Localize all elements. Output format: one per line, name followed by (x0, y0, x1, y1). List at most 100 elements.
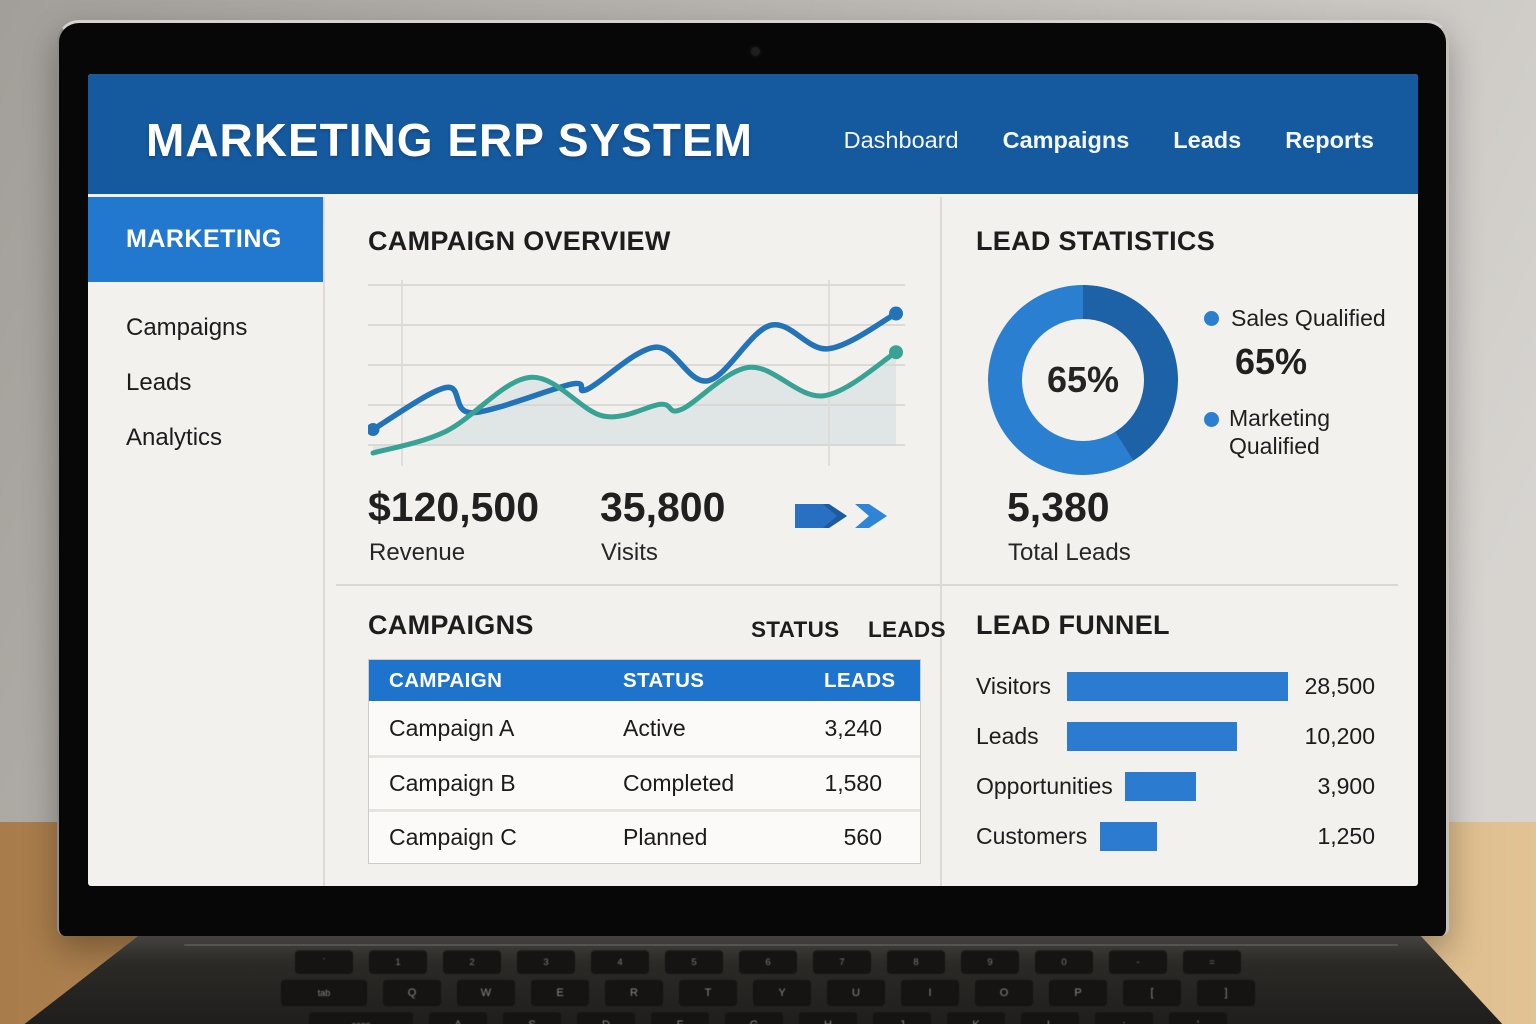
key-A: A (429, 1011, 487, 1024)
table-row[interactable]: Campaign C Planned 560 (369, 809, 920, 863)
table-row[interactable]: Campaign A Active 3,240 (369, 701, 920, 755)
table-cell: Completed (623, 770, 735, 796)
laptop-screen-panel: MARKETING ERP SYSTEM Dashboard Campaigns L… (57, 20, 1449, 936)
table-row[interactable]: Campaign B Completed 1,580 (369, 755, 920, 809)
table-cell: Campaign B (389, 770, 516, 796)
funnel-row-visitors: Visitors 28,500 (976, 672, 1375, 701)
funnel-label: Customers (976, 823, 1088, 849)
key-3: 3 (517, 950, 575, 973)
legend-label-sales-qualified: Sales Qualified (1231, 305, 1386, 331)
funnel-bar (1067, 722, 1237, 751)
table-cell: Active (623, 714, 686, 741)
forward-arrows-icon[interactable] (795, 499, 887, 533)
key-K: K (947, 1011, 1005, 1024)
donut-center-value: 65% (1046, 359, 1120, 400)
campaigns-table-body: Campaign A Active 3,240 Campaign B Completed… (369, 701, 920, 863)
key-L: L (1021, 1011, 1079, 1024)
webcam-icon (751, 47, 760, 56)
funnel-bar (1100, 822, 1157, 851)
key-tab: tab (281, 979, 367, 1005)
funnel-label: Opportunities (976, 773, 1113, 799)
key-0: 0 (1035, 950, 1093, 973)
keyboard-row: caps A S D F G H J K L; ' (210, 1011, 1326, 1024)
app-header: MARKETING ERP SYSTEM Dashboard Campaigns L… (88, 74, 1418, 194)
column-divider (940, 197, 942, 886)
funnel-label: Visitors (976, 673, 1051, 699)
key-=: = (1183, 950, 1241, 973)
sidebar-divider (323, 197, 325, 886)
key-;: ; (1095, 1011, 1153, 1024)
key-F: F (651, 1011, 709, 1024)
key-E: E (531, 979, 589, 1005)
app-title: MARKETING ERP SYSTEM (146, 114, 753, 166)
key-Y: Y (753, 979, 811, 1005)
visits-label: Visits (601, 539, 658, 566)
key-P: P (1049, 979, 1107, 1005)
nav-campaigns[interactable]: Campaigns (1002, 126, 1130, 153)
caption-leads[interactable]: LEADS (868, 617, 946, 642)
header-nav: Dashboard Campaigns Leads Reports (844, 127, 1374, 154)
key-7: 7 (813, 950, 871, 973)
key-9: 9 (961, 950, 1019, 973)
caption-status[interactable]: STATUS (751, 617, 840, 642)
table-col-leads: LEADS (824, 668, 896, 692)
funnel-row-leads: Leads 10,200 (976, 722, 1375, 751)
key-R: R (605, 979, 663, 1005)
legend-dot-sales-qualified (1204, 311, 1219, 326)
funnel-value: 10,200 (1304, 723, 1375, 749)
lead-statistics-title: LEAD STATISTICS (976, 226, 1215, 256)
funnel-row-opportunities: Opportunities 3,900 (976, 772, 1375, 801)
lead-statistics-donut-chart: 65% (988, 285, 1178, 475)
nav-leads[interactable]: Leads (1173, 126, 1242, 153)
funnel-value: 28,500 (1304, 673, 1375, 699)
campaigns-table: CAMPAIGN STATUS LEADS Campaign A Active 3,24… (368, 659, 921, 864)
key-T: T (679, 979, 737, 1005)
total-leads-value: 5,380 (1007, 484, 1110, 530)
lead-funnel-title: LEAD FUNNEL (976, 610, 1170, 640)
table-cell: 3,240 (824, 714, 882, 741)
sidebar-item-leads[interactable]: Leads (126, 369, 192, 396)
table-cell: Planned (623, 824, 708, 850)
revenue-value: $120,500 (368, 484, 540, 530)
row-divider (336, 584, 1398, 586)
key-4: 4 (591, 950, 649, 973)
table-cell: 560 (843, 824, 882, 850)
key--: - (1109, 950, 1167, 973)
table-cell: Campaign C (389, 824, 517, 850)
sidebar-item-marketing-active[interactable]: MARKETING (88, 197, 323, 282)
legend-dot-marketing-qualified (1204, 412, 1219, 427)
key-5: 5 (665, 950, 723, 973)
key-8: 8 (887, 950, 945, 973)
keyboard-row: ` 1 2 3 4 5 6 7 8 9 0- = (210, 950, 1326, 973)
key-`: ` (295, 950, 353, 973)
key-W: W (457, 979, 515, 1005)
funnel-bar (1067, 672, 1288, 701)
sidebar-item-analytics[interactable]: Analytics (126, 424, 223, 451)
funnel-bar (1125, 772, 1196, 801)
funnel-row-customers: Customers 1,250 (976, 822, 1375, 851)
funnel-value: 1,250 (1317, 823, 1375, 849)
revenue-label: Revenue (369, 539, 466, 566)
key-J: J (873, 1011, 931, 1024)
key-1: 1 (369, 950, 427, 973)
key-O: O (975, 979, 1033, 1005)
campaigns-table-header: CAMPAIGN STATUS LEADS (369, 660, 920, 701)
sidebar-item-campaigns[interactable]: Campaigns (126, 314, 248, 341)
visits-value: 35,800 (600, 484, 726, 530)
table-col-status: STATUS (623, 668, 705, 692)
nav-reports[interactable]: Reports (1285, 126, 1374, 153)
funnel-value: 3,900 (1317, 773, 1375, 799)
campaign-overview-chart (366, 280, 905, 466)
key-]: ] (1197, 979, 1255, 1005)
keyboard-row: tab Q W E R T Y U I O P [] (210, 979, 1326, 1005)
key-Q: Q (383, 979, 441, 1005)
key-6: 6 (739, 950, 797, 973)
campaigns-title: CAMPAIGNS (368, 610, 534, 640)
key-': ' (1169, 1011, 1227, 1024)
nav-dashboard[interactable]: Dashboard (843, 126, 959, 153)
table-cell: Campaign A (389, 714, 515, 741)
key-H: H (799, 1011, 857, 1024)
donut-hole: 65% (1022, 319, 1144, 441)
